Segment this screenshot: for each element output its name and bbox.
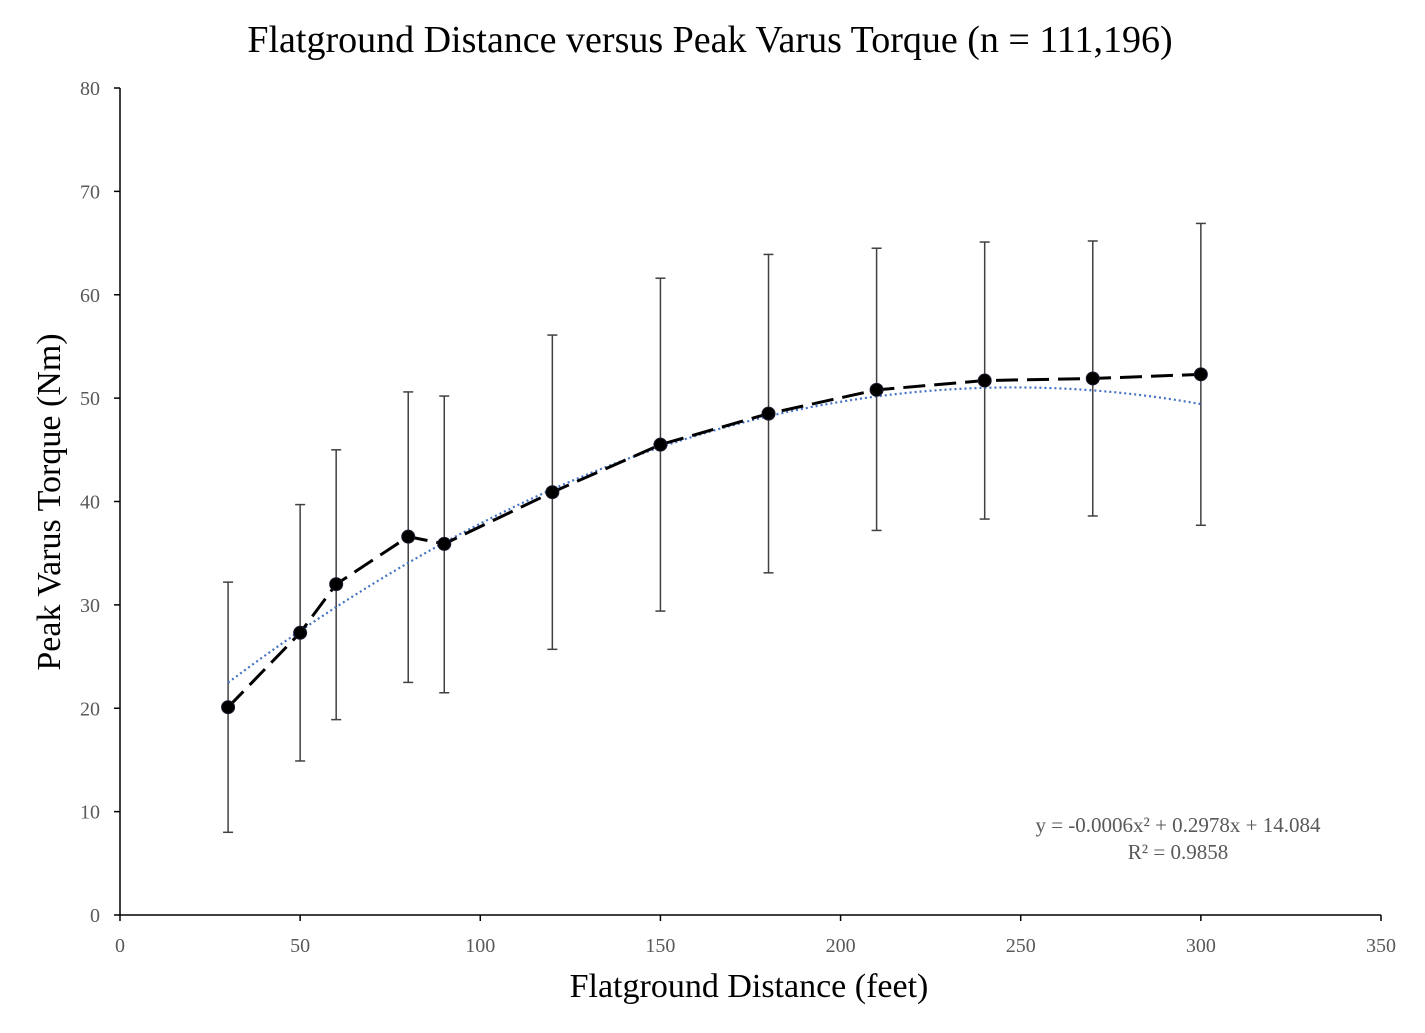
x-tick-label: 50 (290, 935, 310, 957)
x-tick-label: 100 (465, 935, 495, 957)
x-tick-label: 250 (1006, 935, 1036, 957)
y-axis-label: Peak Varus Torque (Nm) (31, 333, 68, 670)
x-axis-label: Flatground Distance (feet) (570, 968, 929, 1005)
r-squared-label: R² = 0.9858 (1128, 840, 1228, 864)
x-tick-label: 300 (1186, 935, 1216, 957)
data-point (869, 382, 884, 397)
data-point (977, 373, 992, 388)
y-tick-label: 40 (80, 492, 100, 514)
trendline-equation: y = -0.0006x² + 0.2978x + 14.084 (1035, 813, 1321, 837)
y-tick-label: 20 (80, 698, 100, 720)
data-point (653, 437, 668, 452)
x-tick-label: 200 (826, 935, 856, 957)
y-tick-label: 50 (80, 388, 100, 410)
series-line (227, 372, 1201, 709)
trendline-path (227, 386, 1202, 684)
data-point (437, 536, 452, 551)
x-tick-label: 150 (645, 935, 675, 957)
data-point (221, 700, 236, 715)
x-tick-label: 0 (115, 935, 125, 957)
y-tick-label: 60 (80, 285, 100, 307)
trendline-group (227, 386, 1202, 684)
data-point (401, 529, 416, 544)
y-tick-label: 80 (80, 78, 100, 100)
chart-axes: 0 10 20 30 40 50 60 70 80 0 50 100 150 200 250 300 350 (80, 78, 1396, 957)
data-series (221, 367, 1208, 715)
y-tick-label: 10 (80, 802, 100, 824)
data-point (761, 406, 776, 421)
data-point (293, 625, 308, 640)
data-point (1193, 367, 1208, 382)
data-point (1085, 371, 1100, 386)
y-tick-label: 30 (80, 595, 100, 617)
y-tick-label: 70 (80, 181, 100, 203)
data-point (329, 577, 344, 592)
data-point (545, 485, 560, 500)
x-tick-label: 350 (1366, 935, 1396, 957)
chart-title: Flatground Distance versus Peak Varus To… (247, 19, 1172, 61)
y-tick-label: 0 (90, 905, 100, 927)
error-bars (223, 222, 1206, 834)
